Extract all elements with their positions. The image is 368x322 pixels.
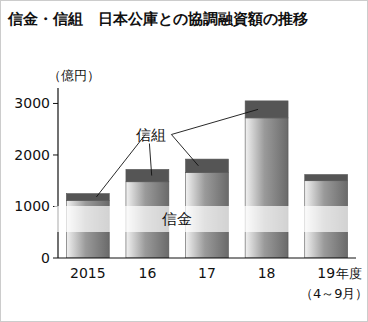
frame <box>1 1 368 322</box>
annotation: （4～9月） <box>300 286 368 301</box>
chart-root: 信金・信組 日本公庫との協調融資額の推移（億円）0100020003000信金信… <box>0 0 368 322</box>
bars <box>66 101 347 258</box>
y-tick <box>53 103 58 104</box>
y-axis <box>57 88 58 258</box>
x-tick-label: 18 <box>258 265 276 281</box>
x-tick-label: 16 <box>138 265 156 281</box>
y-tick-label: 1000 <box>14 198 50 214</box>
y-tick-label: 3000 <box>14 95 50 111</box>
series-label: 信金 <box>162 210 192 228</box>
bar-segment <box>245 101 288 118</box>
leader-line <box>171 109 258 134</box>
x-tick-label: 2015 <box>70 265 106 281</box>
bar-segment <box>186 159 229 172</box>
chart: 信金・信組 日本公庫との協調融資額の推移（億円）0100020003000信金信… <box>0 0 368 322</box>
label-band <box>54 206 359 232</box>
y-label: （億円） <box>48 68 100 83</box>
leader-line <box>96 135 145 197</box>
title: 信金・信組 日本公庫との協調融資額の推移 <box>7 10 308 28</box>
bar-segment <box>126 169 169 181</box>
x-label: 年度 <box>336 266 362 281</box>
bar-segment <box>245 118 288 258</box>
x-axis <box>58 257 356 258</box>
x-tick-label: 17 <box>198 265 216 281</box>
leader-line <box>149 144 151 176</box>
y-tick <box>53 258 58 259</box>
bar-segment <box>305 175 348 181</box>
y-tick-label: 0 <box>41 250 50 266</box>
leader-line <box>171 135 198 166</box>
bar-segment <box>66 194 109 201</box>
y-tick <box>53 154 58 155</box>
x-tick-label: 19 <box>317 265 335 281</box>
y-tick-label: 2000 <box>14 147 50 163</box>
